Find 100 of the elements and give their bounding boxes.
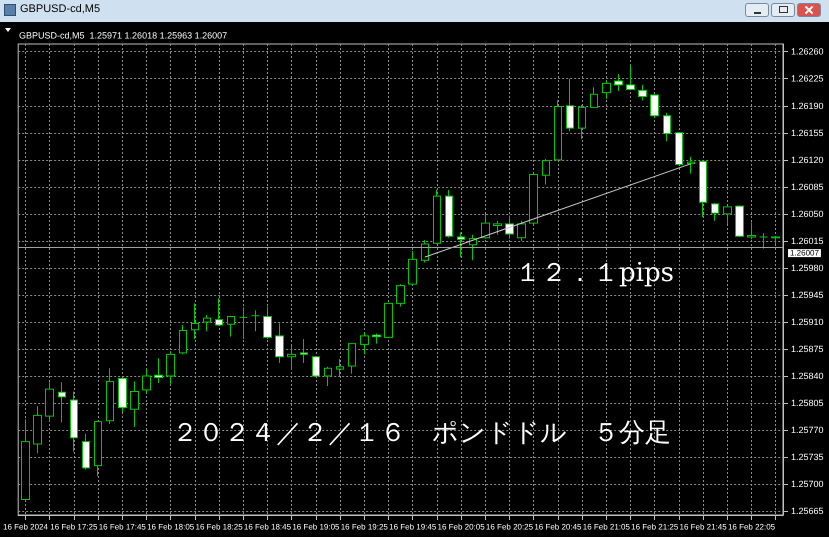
y-tick-label: 1.26190 [791,100,824,111]
y-tick-label: 1.25945 [791,290,824,300]
y-tick-label: 1.26155 [791,128,824,138]
candlestick [542,158,550,186]
candlestick [275,323,284,364]
candlestick [457,232,465,258]
candlestick [21,418,30,502]
x-tick-label: 16 Feb 17:25 [50,522,98,532]
y-tick-label: 1.25910 [791,316,824,327]
x-tick-label: 16 Feb 20:45 [534,522,582,532]
candlestick [324,366,332,387]
candlestick [118,377,127,413]
candlestick [747,222,756,240]
candlestick [421,240,429,264]
candlestick [360,332,369,355]
candlestick [287,345,296,370]
candlestick [106,368,114,424]
candlestick [445,189,453,238]
x-tick-label: 16 Feb 18:25 [196,522,244,532]
candlestick [348,343,356,374]
candlestick [166,350,175,384]
candlestick [638,84,647,101]
candlestick [372,333,381,344]
x-tick-label: 16 Feb 21:45 [680,522,728,532]
candlestick [179,324,187,355]
y-tick-label: 1.25770 [791,425,824,436]
candlestick [481,213,490,240]
candlestick [566,78,574,132]
y-tick-label: 1.26225 [791,74,824,84]
candlestick [94,420,102,477]
candlestick [130,380,139,428]
ref-line-label: 1.26007 [790,248,820,258]
x-tick-label: 16 Feb 19:25 [340,522,388,532]
candlestick [300,338,308,364]
y-tick-label: 1.25735 [791,452,824,462]
candlestick [239,306,248,340]
candlestick [626,65,635,91]
candlestick [263,306,272,340]
candlestick [711,202,719,222]
candlestick [82,433,90,470]
candlestick [578,104,586,140]
candlestick [663,112,671,142]
candlestick [33,406,42,454]
x-tick-label: 16 Feb 20:05 [438,522,486,532]
candlestick [699,160,707,218]
candlestick [554,100,562,162]
candlestick [312,355,320,378]
candlestick [215,298,223,326]
x-tick-label: 16 Feb 19:05 [292,522,340,532]
y-tick-label: 1.25980 [791,262,824,273]
candlestick [735,204,744,238]
x-tick-label: 16 Feb 21:25 [631,522,679,532]
y-tick-label: 1.26260 [791,46,824,57]
x-tick-label: 16 Feb 17:45 [98,522,146,532]
y-tick-label: 1.26120 [791,154,824,165]
y-tick-label: 1.26015 [791,236,824,246]
candlestick [45,382,54,422]
candlestick [590,86,598,109]
candlestick [614,74,623,92]
y-tick-label: 1.26050 [791,208,824,219]
candlestick [227,315,235,338]
x-tick-label: 16 Feb 18:45 [244,522,292,532]
chart-subtitle: GBPUSD-cd,M5 1.25971 1.26018 1.25963 1.26007 [19,30,228,40]
candlestick [191,302,199,340]
candlestick [433,189,441,244]
candlestick [70,390,78,452]
y-tick-label: 1.25875 [791,344,824,354]
candlestick [384,302,393,339]
candlestick [154,358,163,384]
candlestick [408,250,417,286]
y-tick-label: 1.26085 [791,182,824,192]
x-tick-label: 16 Feb 2024 [2,522,48,532]
y-tick-label: 1.25840 [791,371,824,382]
candlestick [396,284,405,308]
y-tick-label: 1.25665 [791,506,824,516]
y-tick-label: 1.25700 [791,479,824,490]
x-tick-label: 16 Feb 22:05 [728,522,776,532]
candlestick [58,382,66,423]
candlestick [723,206,732,224]
chart-title: GBPUSD-cd,M5 [20,3,100,15]
annotation: １２．１pips [515,258,674,288]
candlestick [517,220,526,242]
x-tick-label: 16 Feb 18:05 [147,522,195,532]
candlestick [675,132,683,166]
candlestick [493,220,502,236]
candlestick [142,368,151,394]
candlestick [336,358,344,377]
y-tick-label: 1.25805 [791,398,824,408]
x-tick-label: 16 Feb 20:25 [486,522,534,532]
candlestick [602,80,611,100]
annotation: ２０２４／２／１６ ポンドドル ５分足 [172,418,671,448]
candlestick [529,172,538,226]
candlestick [687,156,695,174]
x-tick-label: 16 Feb 21:05 [582,522,630,532]
candlestick [759,232,768,250]
candlestick [251,310,260,332]
x-tick-label: 16 Feb 19:45 [389,522,437,532]
candlestick [203,314,211,332]
candlestick [771,236,780,244]
candlestick [650,94,659,119]
